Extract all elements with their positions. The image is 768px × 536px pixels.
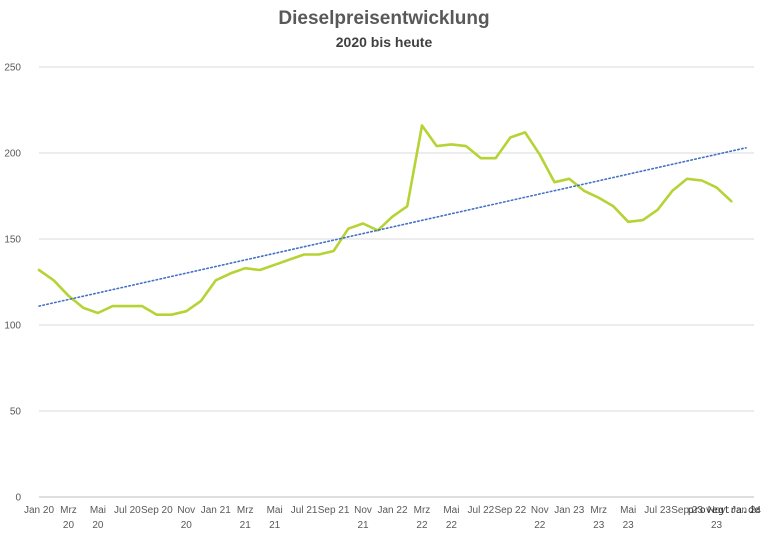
y-tick-label: 0 [15,493,21,504]
trendline [38,147,747,307]
x-tick-label: Mai 23 [620,505,636,531]
y-tick-label: 250 [4,63,21,74]
x-tick-label: Jan 22 [377,505,407,516]
x-tick-label: Mai 21 [267,505,283,531]
x-tick-label: Nov 22 [531,505,549,531]
chart-title: Dieselpreisentwicklung [278,8,490,29]
y-tick-label: 150 [4,235,21,246]
x-tick-label: Sep 23 [671,505,703,516]
x-tick-label: Jul 23 [644,505,671,516]
x-tick-label: Mrz 22 [414,505,431,531]
x-tick-label: Nov 21 [354,505,372,531]
y-tick-label: 50 [10,407,22,418]
y-tick-label: 200 [4,149,21,160]
x-tick-label: Sep 21 [318,505,350,516]
x-tick-label: Mrz 21 [237,505,254,531]
x-tick-label: Jul 20 [114,505,141,516]
x-tick-label: Sep 22 [494,505,526,516]
x-tick-label: Jan 23 [554,505,584,516]
x-tick-label: Nov 23 [708,505,726,531]
x-tick-label: Jan 24 [731,505,761,516]
x-tick-label: Jul 22 [468,505,495,516]
x-tick-label: Mai 22 [443,505,459,531]
x-tick-label: Sep 20 [141,505,173,516]
x-tick-label: Jul 21 [291,505,318,516]
x-tick-label: Mrz 23 [590,505,607,531]
y-tick-label: 100 [4,321,21,332]
x-tick-label: Mrz 20 [60,505,77,531]
x-tick-label: Nov 20 [177,505,195,531]
watermark-text: provegtra.de [687,505,760,516]
x-tick-label: Jan 20 [24,505,54,516]
x-tick-label: Mai 20 [90,505,106,531]
chart-subtitle: 2020 bis heute [335,34,433,50]
x-tick-label: Jan 21 [201,505,231,516]
price-series-line [37,124,733,317]
